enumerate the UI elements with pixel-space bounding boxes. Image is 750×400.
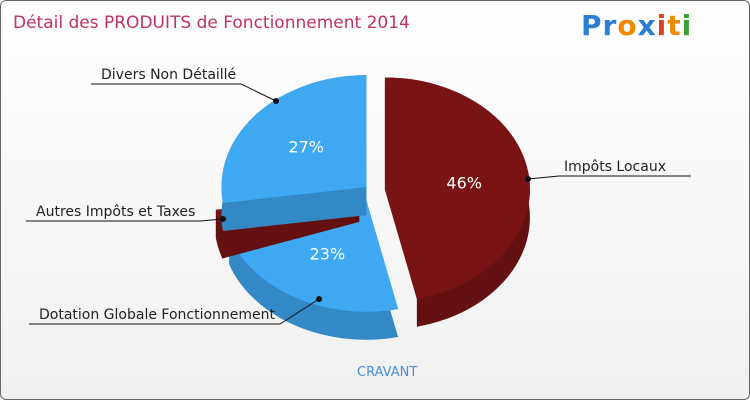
pie-slice-top (221, 75, 367, 204)
leader-line (26, 218, 224, 222)
proxiti-logo: Proxiti (581, 9, 693, 42)
leader-arrow (316, 296, 322, 302)
leader-arrow (273, 98, 279, 104)
chart-title: Détail des PRODUITS de Fonctionnement 20… (13, 13, 410, 33)
leader-line (91, 83, 277, 102)
leader-line (29, 298, 320, 325)
leader-arrow (525, 176, 531, 182)
slice-label: Impôts Locaux (564, 159, 666, 175)
slice-label: Dotation Globale Fonctionnement (39, 307, 276, 323)
data-label: 23% (310, 245, 346, 264)
pie-slice (221, 75, 367, 232)
pie-slice (384, 77, 530, 327)
slice-label: Autres Impôts et Taxes (36, 204, 195, 220)
leader-arrow (220, 216, 226, 222)
data-label: 27% (288, 138, 324, 157)
commune-label: CRAVANT (357, 365, 418, 380)
pie-slice-top (384, 77, 530, 299)
slice-label: Divers Non Détaillé (101, 67, 236, 83)
leader-line (527, 175, 691, 180)
data-label: 46% (446, 174, 482, 193)
